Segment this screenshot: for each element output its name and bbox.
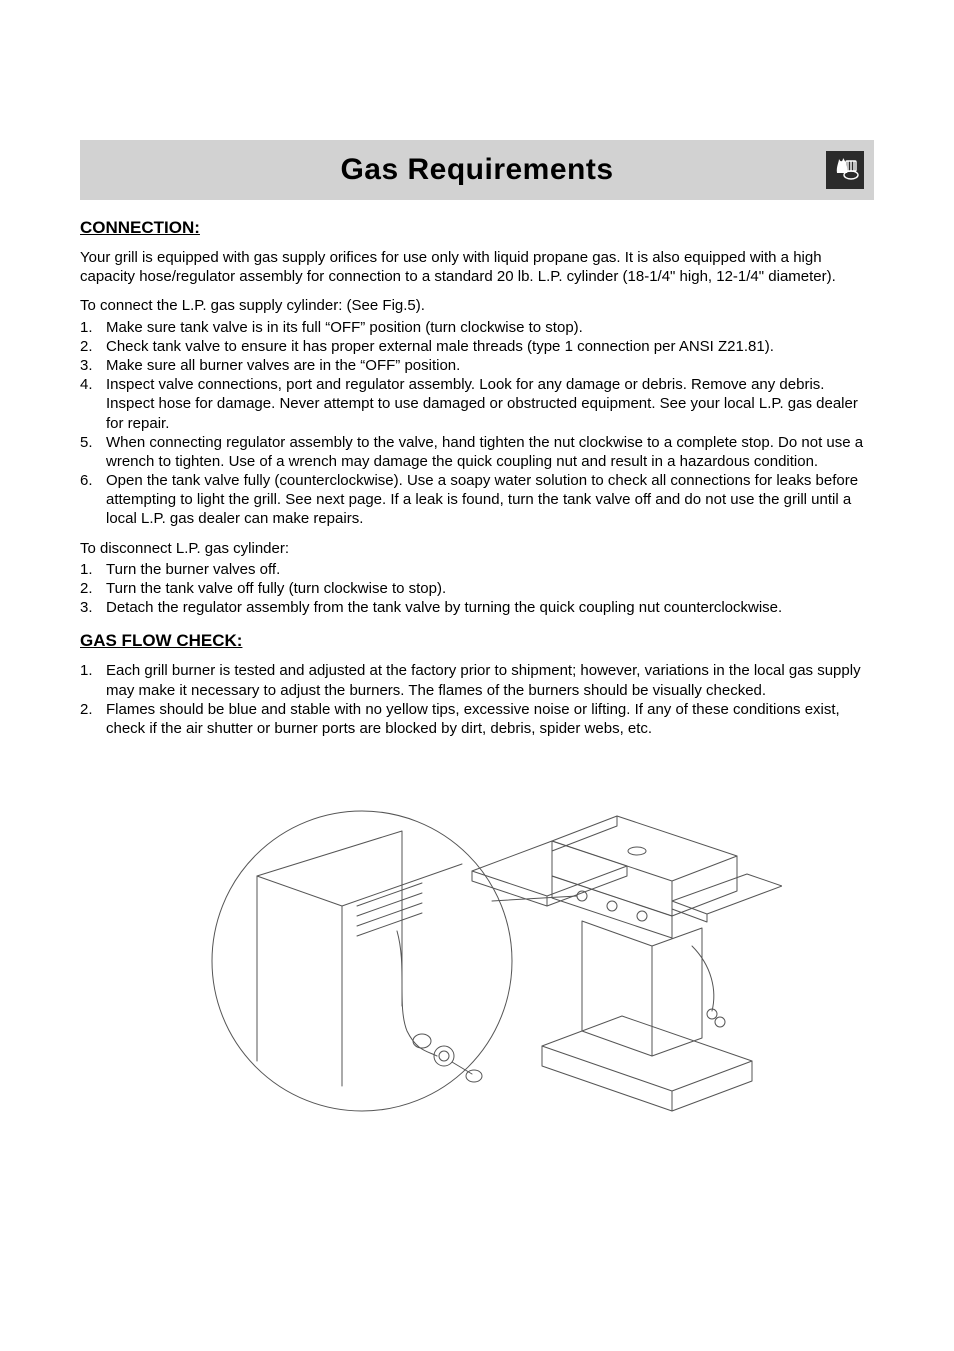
list-number: 1. bbox=[80, 661, 93, 680]
list-text: When connecting regulator assembly to th… bbox=[106, 434, 863, 470]
connection-intro: Your grill is equipped with gas supply o… bbox=[80, 248, 874, 286]
gas-flow-heading: GAS FLOW CHECK: bbox=[80, 631, 874, 651]
grill-line-drawing-icon bbox=[172, 756, 782, 1156]
connect-list: 1. Make sure tank valve is in its full “O… bbox=[80, 318, 874, 529]
list-number: 4. bbox=[80, 375, 93, 394]
list-text: Make sure all burner valves are in the “… bbox=[106, 357, 460, 374]
list-item: 1. Each grill burner is tested and adjust… bbox=[80, 661, 874, 699]
page-title: Gas Requirements bbox=[340, 153, 613, 187]
title-band: Gas Requirements bbox=[80, 140, 874, 200]
list-text: Inspect valve connections, port and regu… bbox=[106, 376, 858, 431]
list-text: Each grill burner is tested and adjusted… bbox=[106, 662, 861, 698]
list-number: 2. bbox=[80, 337, 93, 356]
list-item: 2. Check tank valve to ensure it has prop… bbox=[80, 337, 874, 356]
list-text: Turn the tank valve off fully (turn cloc… bbox=[106, 580, 446, 597]
list-text: Open the tank valve fully (counterclockw… bbox=[106, 472, 858, 527]
list-number: 1. bbox=[80, 318, 93, 337]
document-page: Gas Requirements CONNECTION: Your grill … bbox=[0, 0, 954, 1216]
list-text: Flames should be blue and stable with no… bbox=[106, 701, 840, 737]
list-number: 2. bbox=[80, 700, 93, 719]
list-item: 6. Open the tank valve fully (countercloc… bbox=[80, 471, 874, 529]
list-item: 2. Flames should be blue and stable with … bbox=[80, 700, 874, 738]
list-item: 4. Inspect valve connections, port and re… bbox=[80, 375, 874, 433]
list-text: Make sure tank valve is in its full “OFF… bbox=[106, 319, 583, 336]
list-item: 1. Make sure tank valve is in its full “O… bbox=[80, 318, 874, 337]
list-number: 6. bbox=[80, 471, 93, 490]
list-number: 5. bbox=[80, 433, 93, 452]
list-number: 3. bbox=[80, 356, 93, 375]
connection-heading: CONNECTION: bbox=[80, 218, 874, 238]
list-text: Check tank valve to ensure it has proper… bbox=[106, 338, 774, 355]
list-number: 1. bbox=[80, 560, 93, 579]
list-item: 5. When connecting regulator assembly to … bbox=[80, 433, 874, 471]
disconnect-lead: To disconnect L.P. gas cylinder: bbox=[80, 539, 874, 558]
list-text: Turn the burner valves off. bbox=[106, 561, 280, 578]
list-item: 3. Detach the regulator assembly from the… bbox=[80, 598, 874, 617]
list-number: 2. bbox=[80, 579, 93, 598]
list-item: 3. Make sure all burner valves are in the… bbox=[80, 356, 874, 375]
list-text: Detach the regulator assembly from the t… bbox=[106, 599, 782, 616]
list-number: 3. bbox=[80, 598, 93, 617]
list-item: 1. Turn the burner valves off. bbox=[80, 560, 874, 579]
disconnect-list: 1. Turn the burner valves off. 2. Turn the… bbox=[80, 560, 874, 618]
list-item: 2. Turn the tank valve off fully (turn cl… bbox=[80, 579, 874, 598]
grill-diagram bbox=[80, 756, 874, 1156]
warning-grill-icon bbox=[826, 151, 864, 189]
gas-flow-list: 1. Each grill burner is tested and adjust… bbox=[80, 661, 874, 738]
connect-lead: To connect the L.P. gas supply cylinder:… bbox=[80, 296, 874, 315]
